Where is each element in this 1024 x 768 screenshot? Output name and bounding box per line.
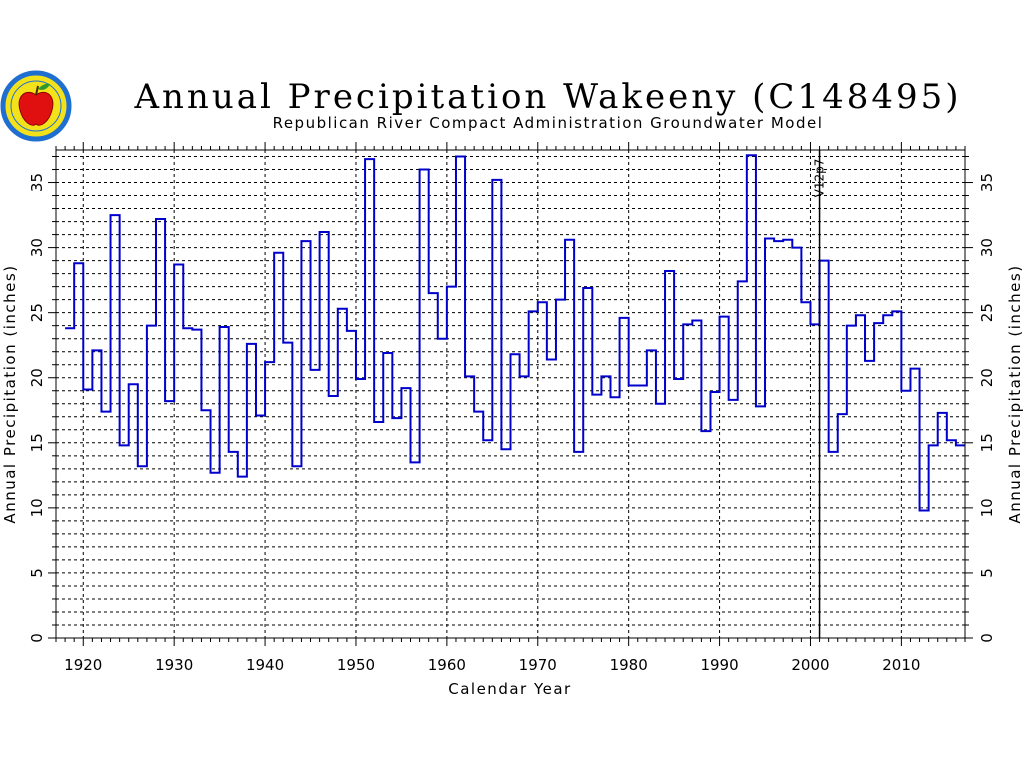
y-tick-label: 10 xyxy=(28,498,46,517)
x-axis: 1920 1930 1940 1950 1960 1970 1980 1990 2000 2010 xyxy=(55,142,966,674)
x-tick-label: 1920 xyxy=(64,656,102,674)
x-tick-label: 1970 xyxy=(519,656,557,674)
y-tick-label: 20 xyxy=(28,368,46,387)
y-axis-label: Annual Precipitation (inches) xyxy=(1,264,19,523)
annotation: V12p7 xyxy=(813,150,827,638)
y-tick-label-right: 30 xyxy=(978,238,996,257)
y-tick-label: 25 xyxy=(28,303,46,322)
y-tick-label-right: 0 xyxy=(978,633,996,643)
y-tick-label: 30 xyxy=(28,238,46,257)
apple-seal-icon xyxy=(18,83,54,126)
y-tick-label-right: 35 xyxy=(978,173,996,192)
y-tick-label: 35 xyxy=(28,173,46,192)
series-line xyxy=(65,154,965,512)
y-tick-label-right: 5 xyxy=(978,568,996,578)
x-tick-label: 2000 xyxy=(791,656,829,674)
x-tick-label: 1980 xyxy=(610,656,648,674)
y-tick-label: 5 xyxy=(28,568,46,578)
y-axis: 0 0 5 5 10 10 15 15 20 20 25 25 30 30 35 35 xyxy=(28,156,996,643)
x-tick-label: 2010 xyxy=(882,656,920,674)
chart-subtitle: Republican River Compact Administration … xyxy=(273,114,824,132)
y-tick-label-right: 10 xyxy=(978,498,996,517)
grid xyxy=(56,150,965,638)
x-tick-label: 1940 xyxy=(246,656,284,674)
series-path xyxy=(65,154,965,512)
y-tick-label-right: 20 xyxy=(978,368,996,387)
chart-title: Annual Precipitation Wakeeny (C148495) xyxy=(133,77,961,117)
logo-seal xyxy=(0,70,72,142)
x-axis-label: Calendar Year xyxy=(448,680,571,698)
annotation-label: V12p7 xyxy=(813,159,827,198)
x-tick-label: 1960 xyxy=(428,656,466,674)
y-tick-label-right: 15 xyxy=(978,433,996,452)
y-tick-label: 15 xyxy=(28,433,46,452)
x-tick-label: 1950 xyxy=(337,656,375,674)
y-tick-label: 0 xyxy=(28,633,46,643)
y-axis-label-right: Annual Precipitation (inches) xyxy=(1006,264,1024,523)
x-tick-label: 1990 xyxy=(700,656,738,674)
x-tick-label: 1930 xyxy=(155,656,193,674)
y-tick-label-right: 25 xyxy=(978,303,996,322)
